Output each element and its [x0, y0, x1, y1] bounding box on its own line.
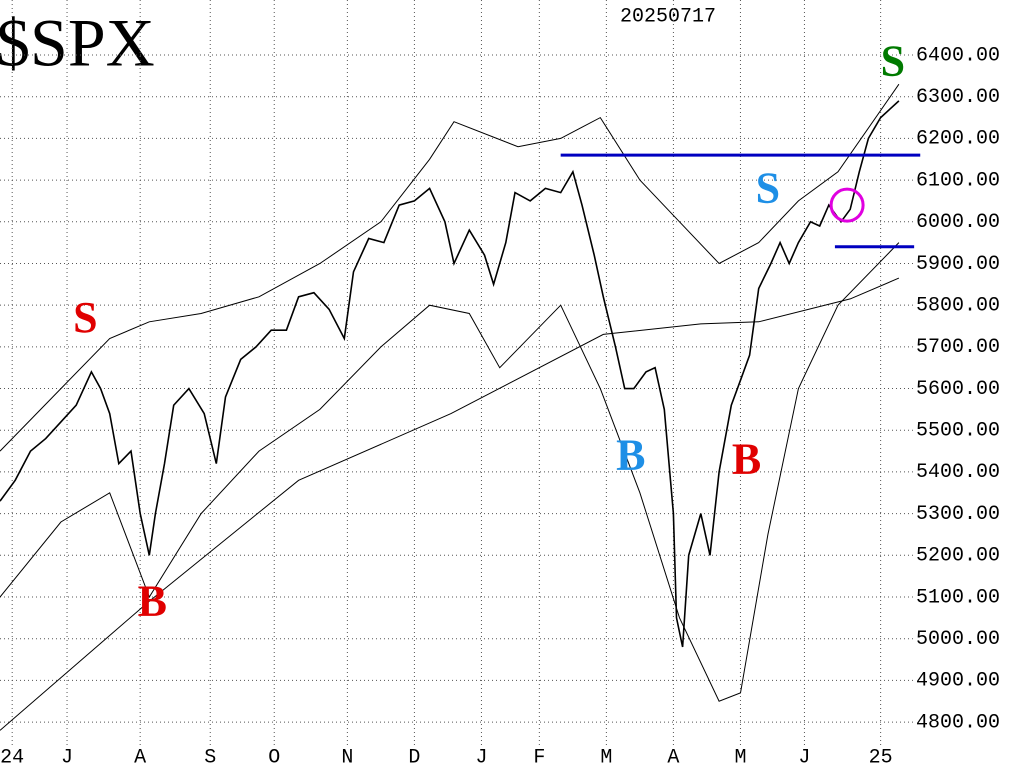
y-tick-label: 5900.00 [916, 253, 1000, 276]
chart-subtitle: 20250717 [620, 5, 716, 28]
y-tick-label: 4900.00 [916, 670, 1000, 693]
signal-label: B [138, 576, 167, 625]
y-tick-label: 5300.00 [916, 503, 1000, 526]
x-tick-label: O [268, 746, 280, 769]
x-tick-label: J [475, 746, 487, 769]
y-tick-label: 6100.00 [916, 169, 1000, 192]
x-tick-label: D [408, 746, 420, 769]
price-line [0, 242, 900, 702]
x-tick-label: M [734, 746, 746, 769]
price-line [0, 100, 900, 648]
signal-label: S [756, 164, 780, 213]
y-tick-label: 6000.00 [916, 211, 1000, 234]
y-tick-label: 6300.00 [916, 86, 1000, 109]
y-tick-label: 5800.00 [916, 294, 1000, 317]
highlight-circle [829, 187, 865, 223]
y-tick-label: 5700.00 [916, 336, 1000, 359]
chart-title: $SPX [0, 5, 155, 81]
x-tick-label: M [600, 746, 612, 769]
y-tick-label: 5200.00 [916, 545, 1000, 568]
signal-label: B [616, 431, 645, 480]
y-tick-label: 6400.00 [916, 44, 1000, 67]
y-tick-label: 5600.00 [916, 378, 1000, 401]
price-line [0, 83, 900, 452]
signal-label: B [732, 435, 761, 484]
price-line [0, 277, 900, 731]
y-tick-label: 5400.00 [916, 461, 1000, 484]
y-tick-label: 5000.00 [916, 628, 1000, 651]
x-tick-label: N [341, 746, 353, 769]
x-tick-label: A [134, 746, 146, 769]
signal-label: S [73, 293, 97, 342]
y-tick-label: 5500.00 [916, 420, 1000, 443]
y-tick-label: 6200.00 [916, 128, 1000, 151]
y-tick-label: 5100.00 [916, 586, 1000, 609]
signal-label: S [881, 37, 905, 86]
x-tick-label: J [798, 746, 810, 769]
x-tick-label: A [667, 746, 679, 769]
x-tick-label: 25 [869, 746, 893, 769]
y-tick-label: 4800.00 [916, 711, 1000, 734]
x-tick-label: S [204, 746, 216, 769]
x-tick-label: 24 [0, 746, 24, 769]
x-tick-label: F [533, 746, 545, 769]
x-tick-label: J [61, 746, 73, 769]
